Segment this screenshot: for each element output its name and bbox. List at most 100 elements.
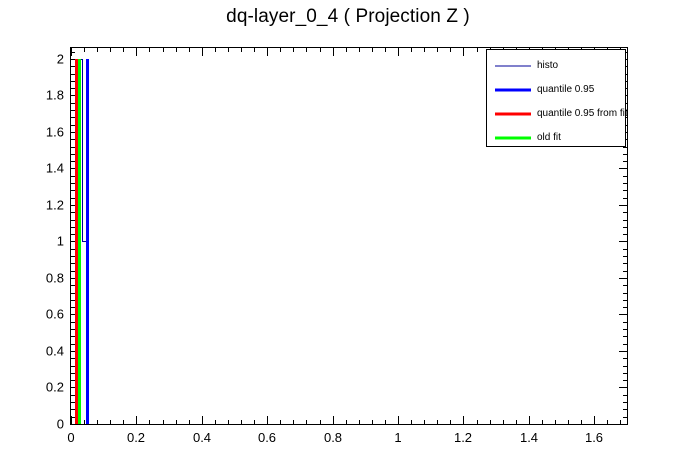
y-minor-tick <box>623 285 627 286</box>
y-minor-tick <box>623 198 627 199</box>
x-minor-tick <box>241 420 242 424</box>
x-minor-tick <box>149 48 150 52</box>
x-minor-tick <box>359 48 360 52</box>
x-major-tick <box>202 48 203 56</box>
y-minor-tick <box>71 366 75 367</box>
y-tick-label: 0.8 <box>45 270 64 286</box>
x-tick-label: 1.6 <box>584 430 604 445</box>
legend-item-label: histo <box>537 60 559 71</box>
x-tick-label: 0.6 <box>257 430 277 445</box>
series-line-quantile-0-95-from-fit <box>74 58 78 424</box>
y-tick-label: 0.4 <box>45 343 64 359</box>
x-tick-label: 0.2 <box>126 430 146 445</box>
y-minor-tick <box>71 125 75 126</box>
x-tick-label: 1 <box>394 430 402 445</box>
y-minor-tick <box>71 110 75 111</box>
y-minor-tick <box>623 409 627 410</box>
x-minor-tick <box>280 420 281 424</box>
y-tick-label: 1.6 <box>45 124 64 140</box>
x-minor-tick <box>228 420 229 424</box>
x-minor-tick <box>346 420 347 424</box>
legend-item-label: quantile 0.95 <box>537 84 595 95</box>
x-minor-tick <box>241 48 242 52</box>
y-tick-label: 1.8 <box>45 87 64 103</box>
legend-item-label: old fit <box>537 132 561 143</box>
x-tick-label: 1.4 <box>519 430 539 445</box>
y-minor-tick <box>71 402 75 403</box>
y-minor-tick <box>71 52 75 53</box>
y-minor-tick <box>71 263 75 264</box>
y-minor-tick <box>71 139 75 140</box>
x-minor-tick <box>254 420 255 424</box>
histogram-bin-edge <box>77 58 79 60</box>
x-minor-tick <box>123 420 124 424</box>
y-minor-tick <box>623 190 627 191</box>
x-minor-tick <box>84 420 85 424</box>
y-minor-tick <box>623 176 627 177</box>
y-minor-tick <box>71 307 75 308</box>
x-major-tick <box>267 416 268 424</box>
y-minor-tick <box>71 154 75 155</box>
x-minor-tick <box>123 48 124 52</box>
x-minor-tick <box>293 48 294 52</box>
y-minor-tick <box>623 220 627 221</box>
x-minor-tick <box>306 48 307 52</box>
x-minor-tick <box>97 420 98 424</box>
x-minor-tick <box>176 48 177 52</box>
y-minor-tick <box>623 307 627 308</box>
legend-line-swatch <box>495 59 531 73</box>
y-tick-label: 1 <box>56 233 64 249</box>
x-tick-label: 0 <box>67 430 75 445</box>
y-minor-tick <box>71 74 75 75</box>
y-minor-tick <box>71 285 75 286</box>
legend-item[interactable]: old fit <box>487 126 627 150</box>
y-major-tick <box>619 351 627 352</box>
y-major-tick <box>71 424 79 425</box>
chart-title: dq-layer_0_4 ( Projection Z ) <box>226 6 470 27</box>
x-major-tick <box>202 416 203 424</box>
x-minor-tick <box>163 420 164 424</box>
y-minor-tick <box>71 190 75 191</box>
y-minor-tick <box>71 227 75 228</box>
y-minor-tick <box>71 234 75 235</box>
y-minor-tick <box>623 402 627 403</box>
y-minor-tick <box>623 212 627 213</box>
x-minor-tick <box>110 420 111 424</box>
legend-item[interactable]: quantile 0.95 <box>487 78 627 102</box>
x-minor-tick <box>607 420 608 424</box>
y-tick-label: 0.6 <box>45 306 64 322</box>
x-minor-tick <box>293 420 294 424</box>
x-tick-label: 1.2 <box>453 430 473 445</box>
y-minor-tick <box>71 417 75 418</box>
x-minor-tick <box>437 48 438 52</box>
x-minor-tick <box>437 420 438 424</box>
x-minor-tick <box>490 420 491 424</box>
x-minor-tick <box>411 48 412 52</box>
x-minor-tick <box>189 420 190 424</box>
y-minor-tick <box>623 263 627 264</box>
chart-legend: histo quantile 0.95 quantile 0.95 from fit… <box>486 49 628 150</box>
y-minor-tick <box>71 117 75 118</box>
y-minor-tick <box>623 183 627 184</box>
y-minor-tick <box>71 256 75 257</box>
x-minor-tick <box>477 48 478 52</box>
y-minor-tick <box>71 81 75 82</box>
y-minor-tick <box>623 300 627 301</box>
y-minor-tick <box>71 322 75 323</box>
y-tick-label: 2 <box>56 51 64 67</box>
x-minor-tick <box>477 420 478 424</box>
legend-item-label: quantile 0.95 from fit <box>537 108 628 119</box>
legend-item[interactable]: histo <box>487 54 627 78</box>
x-major-tick <box>398 48 399 56</box>
y-minor-tick <box>71 344 75 345</box>
x-major-tick <box>333 416 334 424</box>
y-minor-tick <box>71 293 75 294</box>
y-minor-tick <box>71 212 75 213</box>
y-tick-label: 1.4 <box>45 160 64 176</box>
y-minor-tick <box>71 336 75 337</box>
x-minor-tick <box>228 48 229 52</box>
legend-line-swatch <box>495 107 531 121</box>
x-minor-tick <box>542 420 543 424</box>
legend-line-swatch <box>495 131 531 145</box>
legend-item[interactable]: quantile 0.95 from fit <box>487 102 628 126</box>
